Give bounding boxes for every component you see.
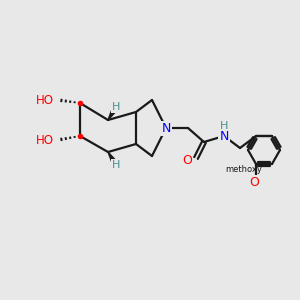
Text: H: H (112, 160, 120, 170)
Text: methoxy: methoxy (226, 165, 262, 174)
Text: N: N (161, 122, 171, 134)
Text: HO: HO (36, 134, 54, 146)
Polygon shape (108, 105, 119, 120)
Text: O: O (182, 154, 192, 166)
Text: H: H (112, 102, 120, 112)
Text: N: N (219, 130, 229, 142)
Text: HO: HO (36, 94, 54, 106)
Polygon shape (108, 152, 119, 166)
Text: O: O (249, 176, 259, 188)
Text: H: H (220, 121, 228, 131)
